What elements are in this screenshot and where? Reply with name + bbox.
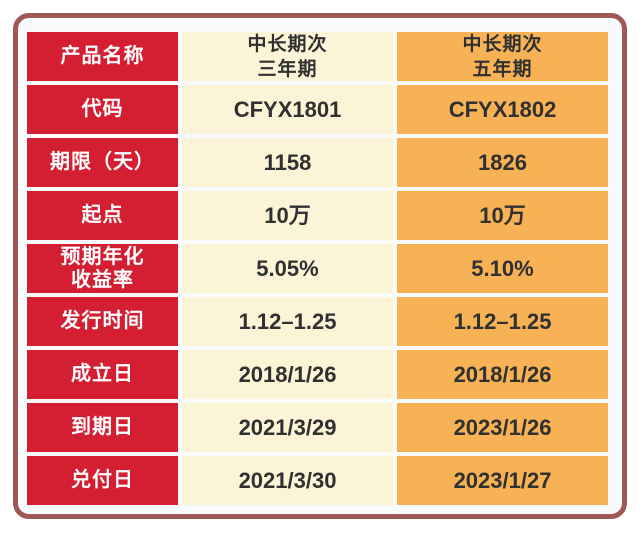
product1-name: 中长期次 三年期 <box>182 32 393 81</box>
product1-expected-yield: 5.05% <box>182 244 393 293</box>
product1-term-days: 1158 <box>182 138 393 187</box>
row-header-maturity-date: 到期日 <box>27 403 178 452</box>
row-header-payment-date: 兑付日 <box>27 456 178 505</box>
product2-maturity-date: 2023/1/26 <box>397 403 608 452</box>
product1-maturity-date: 2021/3/29 <box>182 403 393 452</box>
row-header-code: 代码 <box>27 85 178 134</box>
product2-expected-yield: 5.10% <box>397 244 608 293</box>
row-header-min-amount: 起点 <box>27 191 178 240</box>
product2-name: 中长期次 五年期 <box>397 32 608 81</box>
product1-establish-date: 2018/1/26 <box>182 350 393 399</box>
product1-issue-period: 1.12–1.25 <box>182 297 393 346</box>
product2-min-amount: 10万 <box>397 191 608 240</box>
product1-payment-date: 2021/3/30 <box>182 456 393 505</box>
row-header-establish-date: 成立日 <box>27 350 178 399</box>
product2-term-days: 1826 <box>397 138 608 187</box>
row-header-product-name: 产品名称 <box>27 32 178 81</box>
row-header-issue-period: 发行时间 <box>27 297 178 346</box>
product1-min-amount: 10万 <box>182 191 393 240</box>
product2-payment-date: 2023/1/27 <box>397 456 608 505</box>
row-header-expected-yield: 预期年化 收益率 <box>27 244 178 293</box>
product2-issue-period: 1.12–1.25 <box>397 297 608 346</box>
table-frame: 产品名称 中长期次 三年期 中长期次 五年期 代码 CFYX1801 CFYX1… <box>13 13 627 519</box>
row-header-term-days: 期限（天） <box>27 138 178 187</box>
product1-code: CFYX1801 <box>182 85 393 134</box>
product2-establish-date: 2018/1/26 <box>397 350 608 399</box>
product2-code: CFYX1802 <box>397 85 608 134</box>
product-comparison-table: 产品名称 中长期次 三年期 中长期次 五年期 代码 CFYX1801 CFYX1… <box>27 32 608 505</box>
